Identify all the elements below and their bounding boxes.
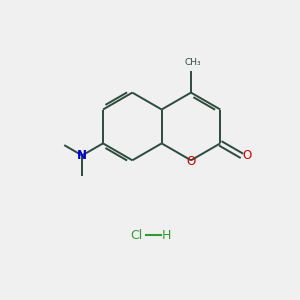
Text: N: N — [77, 149, 87, 162]
Text: H: H — [161, 229, 171, 242]
Text: O: O — [243, 149, 252, 162]
Text: O: O — [186, 155, 196, 168]
Text: Cl: Cl — [130, 229, 143, 242]
Text: CH₃: CH₃ — [184, 58, 201, 67]
